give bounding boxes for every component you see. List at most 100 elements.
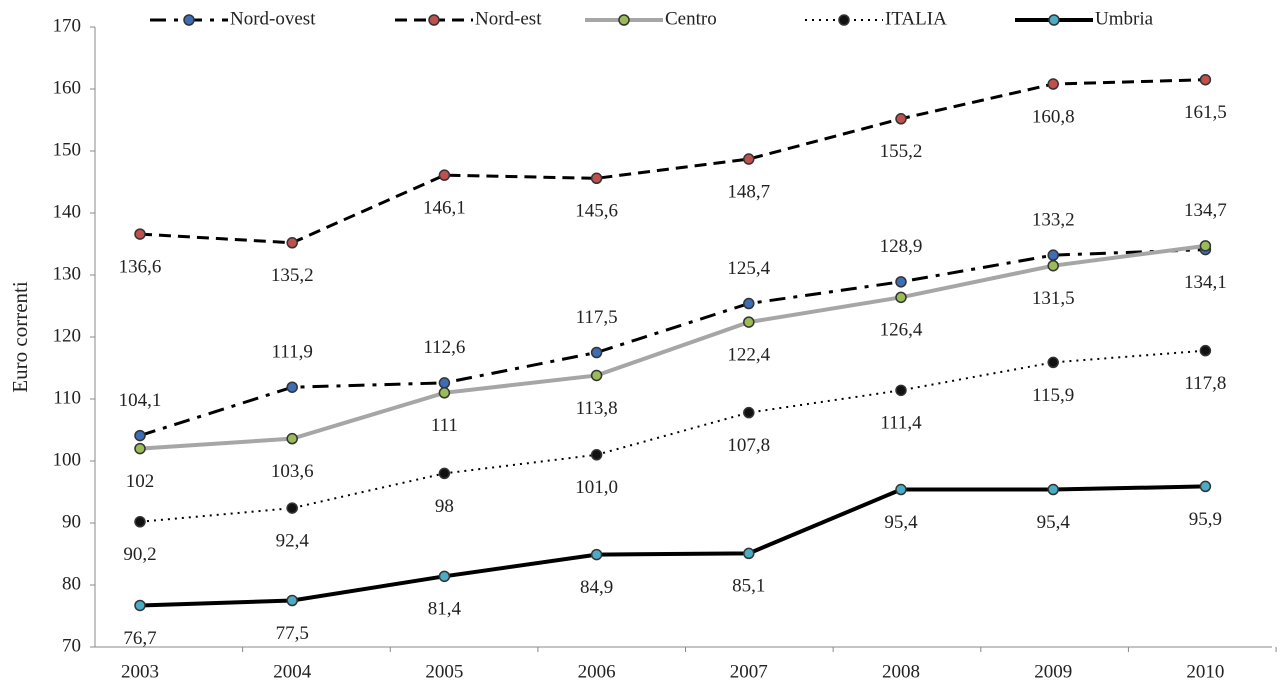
- point: [438, 467, 451, 480]
- point: [438, 387, 451, 399]
- point: [1199, 344, 1212, 357]
- y-axis-label: Euro correnti: [8, 281, 32, 393]
- y-tick-label: 160: [53, 77, 82, 98]
- x-tick-label: 2007: [730, 661, 768, 682]
- data-label: 134,7: [1184, 200, 1227, 221]
- legend-marker: [183, 14, 195, 26]
- y-tick-label: 120: [53, 325, 82, 346]
- point: [743, 316, 755, 328]
- data-label: 117,5: [576, 307, 618, 328]
- point: [1199, 73, 1212, 86]
- data-label: 95,4: [1037, 512, 1071, 533]
- point: [134, 442, 146, 455]
- data-label: 113,8: [576, 398, 618, 419]
- point: [134, 599, 146, 612]
- data-label: 160,8: [1032, 106, 1075, 127]
- legend-marker: [838, 14, 850, 26]
- data-label: 98: [435, 496, 454, 517]
- data-label: 85,1: [732, 576, 765, 597]
- data-label: 101,0: [575, 477, 618, 498]
- data-label: 102: [126, 471, 155, 492]
- data-label: 111: [431, 415, 458, 436]
- point: [590, 172, 603, 185]
- y-tick-label: 90: [62, 511, 81, 532]
- data-label: 133,2: [1032, 210, 1075, 231]
- data-label: 95,9: [1189, 509, 1222, 530]
- point: [286, 432, 298, 445]
- point: [1047, 259, 1059, 272]
- y-tick-label: 170: [53, 15, 82, 36]
- data-label: 128,9: [880, 236, 923, 257]
- legend-marker: [1048, 14, 1060, 26]
- x-tick-label: 2005: [425, 661, 463, 682]
- legend-label: Centro: [665, 8, 717, 29]
- data-label: 111,4: [880, 413, 922, 434]
- point: [1047, 356, 1059, 369]
- data-label: 161,5: [1184, 102, 1227, 123]
- point: [590, 369, 603, 382]
- point: [1199, 240, 1212, 252]
- x-tick-label: 2006: [578, 661, 616, 682]
- series-line: [139, 243, 1206, 451]
- x-tick-label: 2008: [882, 661, 920, 682]
- legend-label: Nord-ovest: [230, 8, 316, 29]
- data-label: 145,6: [575, 201, 618, 222]
- y-tick-label: 80: [62, 573, 81, 594]
- point: [1047, 483, 1059, 496]
- data-label: 107,8: [727, 435, 770, 456]
- point: [895, 276, 907, 288]
- point: [1047, 78, 1059, 90]
- series-line: [139, 484, 1206, 608]
- y-tick-label: 110: [53, 387, 81, 408]
- y-tick-label: 150: [53, 139, 82, 160]
- point: [438, 570, 451, 583]
- point: [286, 502, 298, 514]
- x-tick-label: 2004: [273, 661, 312, 682]
- data-label: 134,1: [1184, 272, 1227, 293]
- point: [895, 384, 907, 397]
- data-label: 104,1: [119, 390, 162, 411]
- y-tick-label: 70: [62, 635, 81, 656]
- y-tick-label: 140: [53, 201, 82, 222]
- point: [743, 153, 755, 165]
- point: [286, 381, 298, 393]
- data-label: 92,4: [276, 530, 310, 551]
- legend-marker: [618, 14, 630, 26]
- data-label: 81,4: [428, 599, 462, 620]
- data-label: 146,1: [423, 198, 466, 219]
- x-tick-label: 2009: [1034, 661, 1072, 682]
- data-label: 90,2: [123, 544, 156, 565]
- legend-marker: [428, 14, 440, 26]
- y-tick-label: 100: [53, 449, 82, 470]
- data-label: 112,6: [423, 337, 465, 358]
- point: [590, 346, 603, 359]
- point: [134, 228, 146, 240]
- point: [438, 169, 451, 181]
- point: [590, 548, 603, 561]
- data-label: 111,9: [272, 342, 313, 363]
- y-tick-label: 130: [53, 263, 82, 284]
- point: [590, 449, 603, 461]
- data-label: 136,6: [119, 256, 162, 277]
- legend-label: Umbria: [1095, 8, 1154, 29]
- data-label: 155,2: [880, 141, 923, 162]
- legend-label: ITALIA: [885, 8, 947, 29]
- point: [743, 406, 755, 419]
- point: [743, 547, 755, 560]
- point: [134, 516, 146, 528]
- series-line: [139, 78, 1206, 245]
- series-line: [139, 248, 1206, 438]
- data-label: 135,2: [271, 265, 314, 286]
- data-label: 117,8: [1184, 373, 1226, 394]
- point: [286, 594, 298, 607]
- point: [134, 429, 146, 442]
- legend-label: Nord-est: [475, 8, 542, 29]
- data-label: 77,5: [276, 623, 309, 644]
- data-label: 122,4: [727, 344, 770, 365]
- point: [895, 483, 907, 496]
- data-label: 84,9: [580, 577, 613, 598]
- point: [895, 291, 907, 304]
- point: [438, 377, 451, 389]
- data-label: 103,6: [271, 461, 314, 482]
